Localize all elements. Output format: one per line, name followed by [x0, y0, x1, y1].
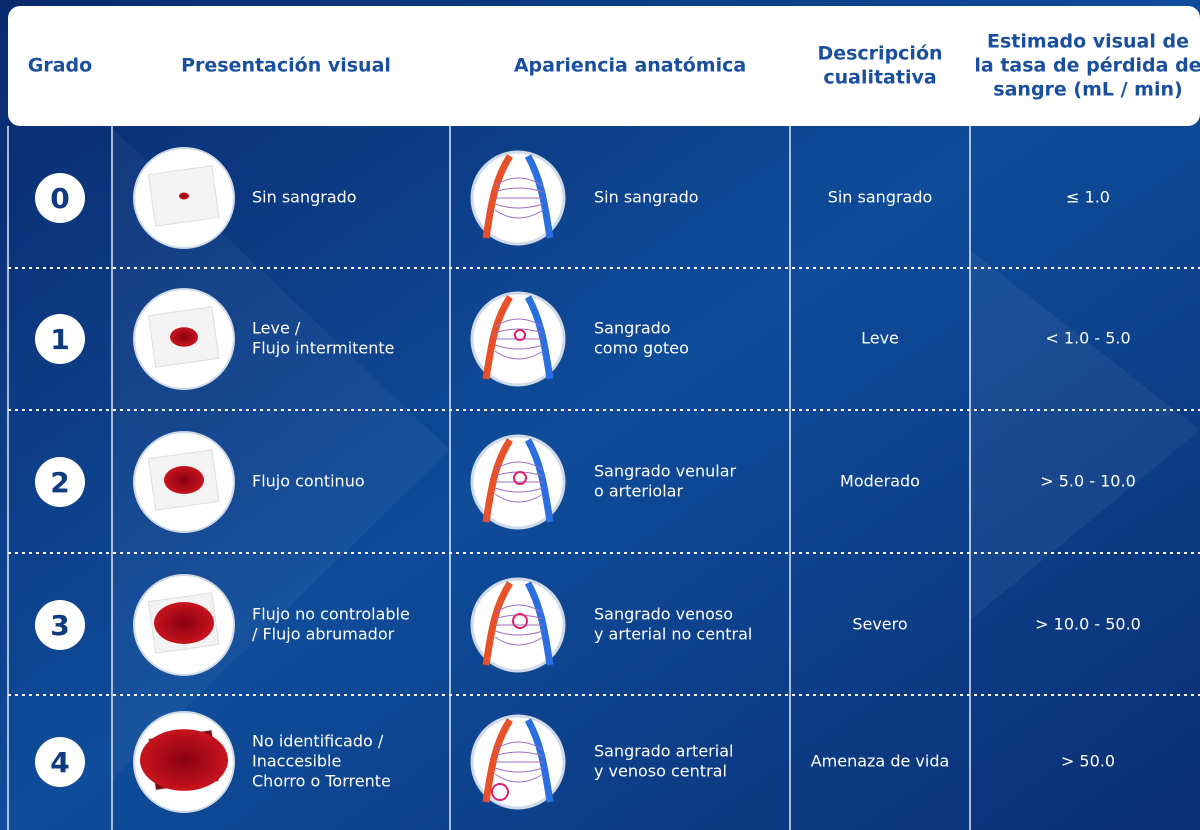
anatomy-text: y venoso central — [594, 762, 727, 781]
vein — [524, 295, 554, 380]
anatomy-text: Sangrado venular — [594, 462, 737, 481]
description: Amenaza de vida — [811, 752, 950, 771]
estimate: ≤ 1.0 — [1066, 188, 1110, 207]
grade-badge — [35, 600, 85, 650]
blood-stain — [164, 466, 204, 494]
bleed-spot — [513, 471, 527, 485]
vein — [524, 581, 554, 666]
blood-stain — [154, 602, 214, 644]
capillary — [494, 461, 544, 471]
grade: 1 — [50, 323, 69, 356]
description: Moderado — [840, 472, 920, 491]
grade-badge — [35, 173, 85, 223]
capillary — [494, 203, 544, 209]
estimate: > 5.0 - 10.0 — [1040, 472, 1136, 491]
capillary — [494, 187, 544, 193]
anatomy-text: Sangrado venoso — [594, 605, 733, 624]
row-separators — [8, 267, 1200, 696]
anatomy-text: como goteo — [594, 339, 689, 358]
bleed-spot — [514, 329, 526, 341]
capillary — [494, 630, 544, 636]
capillary — [494, 209, 544, 219]
header-label: cualitativa — [823, 67, 936, 89]
artery — [482, 438, 513, 523]
column-lines — [7, 126, 971, 830]
artery — [482, 581, 513, 666]
blood-stain — [140, 729, 228, 791]
header-label: Descripción — [817, 43, 942, 65]
artery — [482, 154, 513, 239]
grade: 2 — [50, 466, 69, 499]
vein — [524, 438, 554, 523]
capillary — [494, 177, 544, 187]
grade-badge — [35, 737, 85, 787]
visual-text: Leve / — [252, 319, 301, 338]
estimate: > 10.0 - 50.0 — [1035, 615, 1141, 634]
visual-text: / Flujo abrumador — [252, 625, 395, 644]
blood-stain — [179, 192, 189, 200]
header-label: Grado — [28, 55, 92, 77]
capillary — [494, 318, 544, 328]
grade-badge — [35, 457, 85, 507]
vein — [524, 718, 554, 803]
capillary — [494, 773, 544, 783]
capillary — [494, 636, 544, 646]
capillary — [494, 741, 544, 751]
header-band — [8, 6, 1200, 126]
visual-text: Flujo no controlable — [252, 605, 410, 624]
capillary — [494, 604, 544, 614]
description: Leve — [861, 329, 899, 348]
description: Sin sangrado — [828, 188, 933, 207]
visual-text: Inaccesible — [252, 752, 341, 771]
anatomy-text: y arterial no central — [594, 625, 752, 644]
estimate: > 50.0 — [1061, 752, 1115, 771]
artery — [482, 718, 513, 803]
visual-text: No identificado / — [252, 732, 384, 751]
grade: 4 — [50, 746, 69, 779]
visual-text: Flujo intermitente — [252, 339, 395, 358]
anatomy-text: Sangrado — [594, 319, 671, 338]
capillary — [494, 767, 544, 773]
header-label: sangre (mL / min) — [993, 79, 1182, 101]
capillary — [494, 350, 544, 360]
anatomy-text: Sangrado arterial — [594, 742, 733, 761]
description: Severo — [852, 615, 907, 634]
header-label: la tasa de pérdida de — [974, 55, 1200, 77]
decoration — [970, 250, 1200, 620]
capillary — [494, 344, 544, 350]
artery — [482, 295, 513, 380]
grade-badge — [35, 314, 85, 364]
capillary — [494, 751, 544, 757]
vein — [524, 154, 554, 239]
grade: 0 — [50, 182, 69, 215]
visual-text: Flujo continuo — [252, 472, 365, 491]
grade: 3 — [50, 609, 69, 642]
estimate: < 1.0 - 5.0 — [1045, 329, 1130, 348]
visual-text: Sin sangrado — [252, 188, 357, 207]
bleed-spot — [512, 613, 528, 629]
capillary — [494, 328, 544, 334]
header-label: Presentación visual — [181, 55, 391, 77]
capillary — [494, 487, 544, 493]
blood-stain — [170, 327, 198, 347]
bleed-spot — [491, 783, 509, 801]
anatomy-text: o arteriolar — [594, 482, 683, 501]
visual-text: Chorro o Torrente — [252, 772, 391, 791]
anatomy-text: Sin sangrado — [594, 188, 699, 207]
header-label: Apariencia anatómica — [514, 55, 746, 77]
capillary — [494, 493, 544, 503]
header-label: Estimado visual de — [987, 31, 1189, 53]
